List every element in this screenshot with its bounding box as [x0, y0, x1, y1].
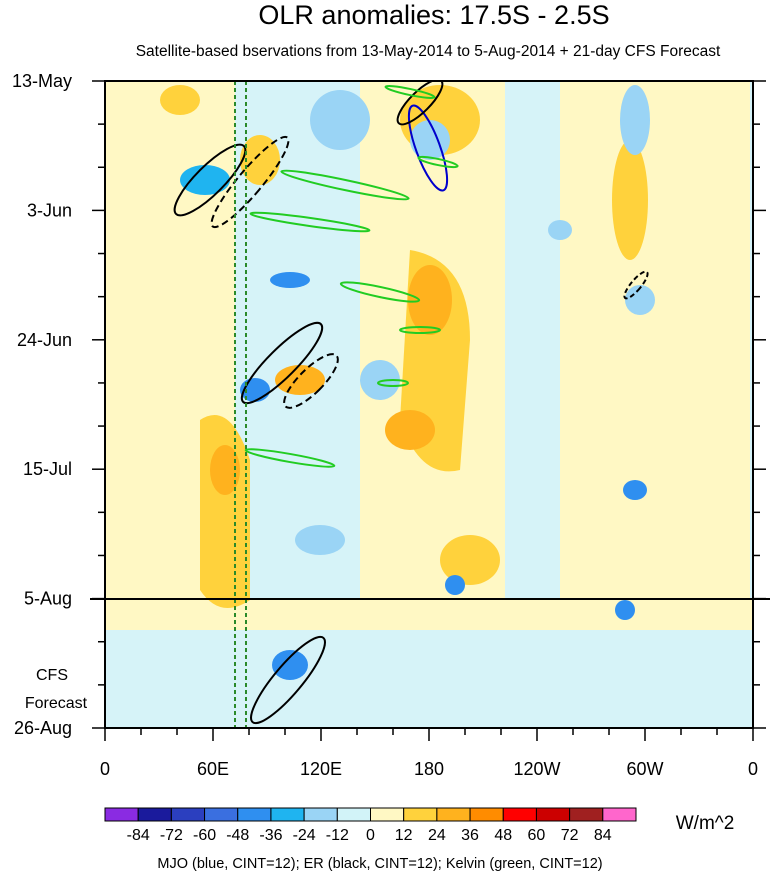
negative-anomaly-1 [180, 165, 230, 195]
colorbar-swatch [336, 807, 371, 822]
colorbar-swatch [469, 807, 504, 822]
axis-ticks [92, 80, 766, 741]
colorbar-swatch [436, 807, 471, 822]
kelvin-contour-3 [339, 281, 421, 303]
positive-anomaly-11 [240, 135, 280, 185]
colorbar-swatch [303, 807, 338, 822]
x-tick-label: 120W [513, 759, 560, 779]
positive-anomaly-9 [160, 85, 200, 115]
forecast-label-line1: CFS [36, 667, 68, 684]
y-tick-label: 5-Aug [24, 589, 72, 609]
anomaly-field [105, 81, 753, 680]
er-contour-3 [250, 635, 326, 725]
kelvin-contour-2 [249, 211, 371, 233]
chart-subtitle: Satellite-based bservations from 13-May-… [136, 43, 721, 60]
forecast-label-line2: Forecast [25, 695, 88, 712]
x-tick-label: 120E [300, 759, 342, 779]
colorbar-label: -48 [226, 827, 249, 844]
colorbar-label: 0 [366, 827, 375, 844]
kelvin-contour-5 [417, 155, 459, 169]
x-tick-label: 60W [626, 759, 663, 779]
colorbar-swatch [403, 807, 438, 822]
er-contour-2 [240, 321, 324, 405]
y-tick-label: 26-Aug [14, 718, 72, 738]
colorbar-label: 12 [395, 827, 413, 844]
colorbar-label: -36 [259, 827, 282, 844]
colorbar-swatch [237, 807, 272, 822]
negative-anomaly-4 [272, 650, 308, 680]
colorbar-label: 24 [428, 827, 446, 844]
colorbar: -84 -72 -60 -48 -36 -24 -12 0 12 24 36 48 60 72 84 [104, 807, 637, 844]
positive-anomaly-6 [210, 445, 240, 495]
negative-anomaly-6 [360, 360, 400, 400]
x-tick-label: 0 [100, 759, 110, 779]
kelvin-contour-7 [377, 379, 409, 387]
colorbar-swatch [569, 807, 604, 822]
colorbar-label: 60 [528, 827, 546, 844]
negative-anomaly-12 [548, 220, 572, 240]
colorbar-swatch [204, 807, 239, 822]
negative-anomaly-14 [625, 285, 655, 315]
colorbar-label: 84 [594, 827, 612, 844]
colorbar-swatch [602, 807, 637, 822]
er-contour-dashed-1 [210, 135, 290, 229]
positive-anomaly-10 [440, 535, 500, 585]
colorbar-swatch [170, 807, 206, 822]
colorbar-label: -84 [127, 827, 150, 844]
colorbar-label: -72 [160, 827, 183, 844]
colorbar-label: -24 [293, 827, 316, 844]
positive-anomaly-5 [385, 410, 435, 450]
negative-anomaly-2 [270, 272, 310, 288]
colorbar-swatch [104, 807, 139, 822]
er-contour-1 [173, 143, 247, 217]
negative-anomaly-9 [445, 575, 465, 595]
y-axis-labels: 13-May 3-Jun 24-Jun 15-Jul 5-Aug 26-Aug [12, 71, 72, 738]
y-tick-label: 3-Jun [27, 200, 72, 220]
colorbar-label: 48 [494, 827, 512, 844]
positive-anomaly-7 [612, 140, 648, 260]
warm-band-east [560, 81, 750, 601]
positive-anomaly-1 [200, 415, 250, 608]
footnote: MJO (blue, CINT=12); ER (black, CINT=12)… [157, 856, 602, 872]
colorbar-swatch [137, 807, 172, 822]
x-tick-label: 180 [414, 759, 444, 779]
x-axis-labels: 0 60E 120E 180 120W 60W 0 [100, 759, 758, 779]
mjo-contour [407, 104, 449, 192]
colorbar-label: -12 [326, 827, 349, 844]
wave-contours [173, 81, 649, 728]
er-contour-dashed-3 [623, 270, 649, 300]
chart-title: OLR anomalies: 17.5S - 2.5S [258, 0, 609, 30]
colorbar-label: -60 [193, 827, 216, 844]
colorbar-label: 72 [561, 827, 579, 844]
colorbar-swatch [535, 807, 571, 822]
negative-anomaly-10 [615, 600, 635, 620]
colorbar-swatch [270, 807, 305, 822]
y-tick-label: 15-Jul [23, 459, 72, 479]
y-tick-label: 24-Jun [17, 330, 72, 350]
colorbar-units: W/m^2 [676, 813, 735, 834]
colorbar-swatch [370, 807, 405, 822]
positive-anomaly-8 [275, 365, 325, 395]
kelvin-contour-4 [244, 448, 336, 468]
colorbar-label: 36 [461, 827, 479, 844]
colorbar-swatch [502, 807, 537, 822]
negative-anomaly-13 [295, 525, 345, 555]
negative-anomaly-7 [310, 90, 370, 150]
negative-anomaly-8 [623, 480, 647, 500]
kelvin-contour-6 [384, 85, 436, 99]
negative-anomaly-5 [620, 85, 650, 155]
x-tick-label: 0 [748, 759, 758, 779]
er-contour-dashed-2 [283, 353, 339, 409]
negative-anomaly-11 [410, 120, 450, 160]
x-tick-label: 60E [197, 759, 229, 779]
warm-band-forecast [105, 600, 753, 630]
y-tick-label: 13-May [12, 71, 72, 91]
positive-anomaly-3 [408, 265, 452, 335]
kelvin-contour-8 [399, 326, 441, 334]
kelvin-contour-1 [280, 169, 410, 201]
